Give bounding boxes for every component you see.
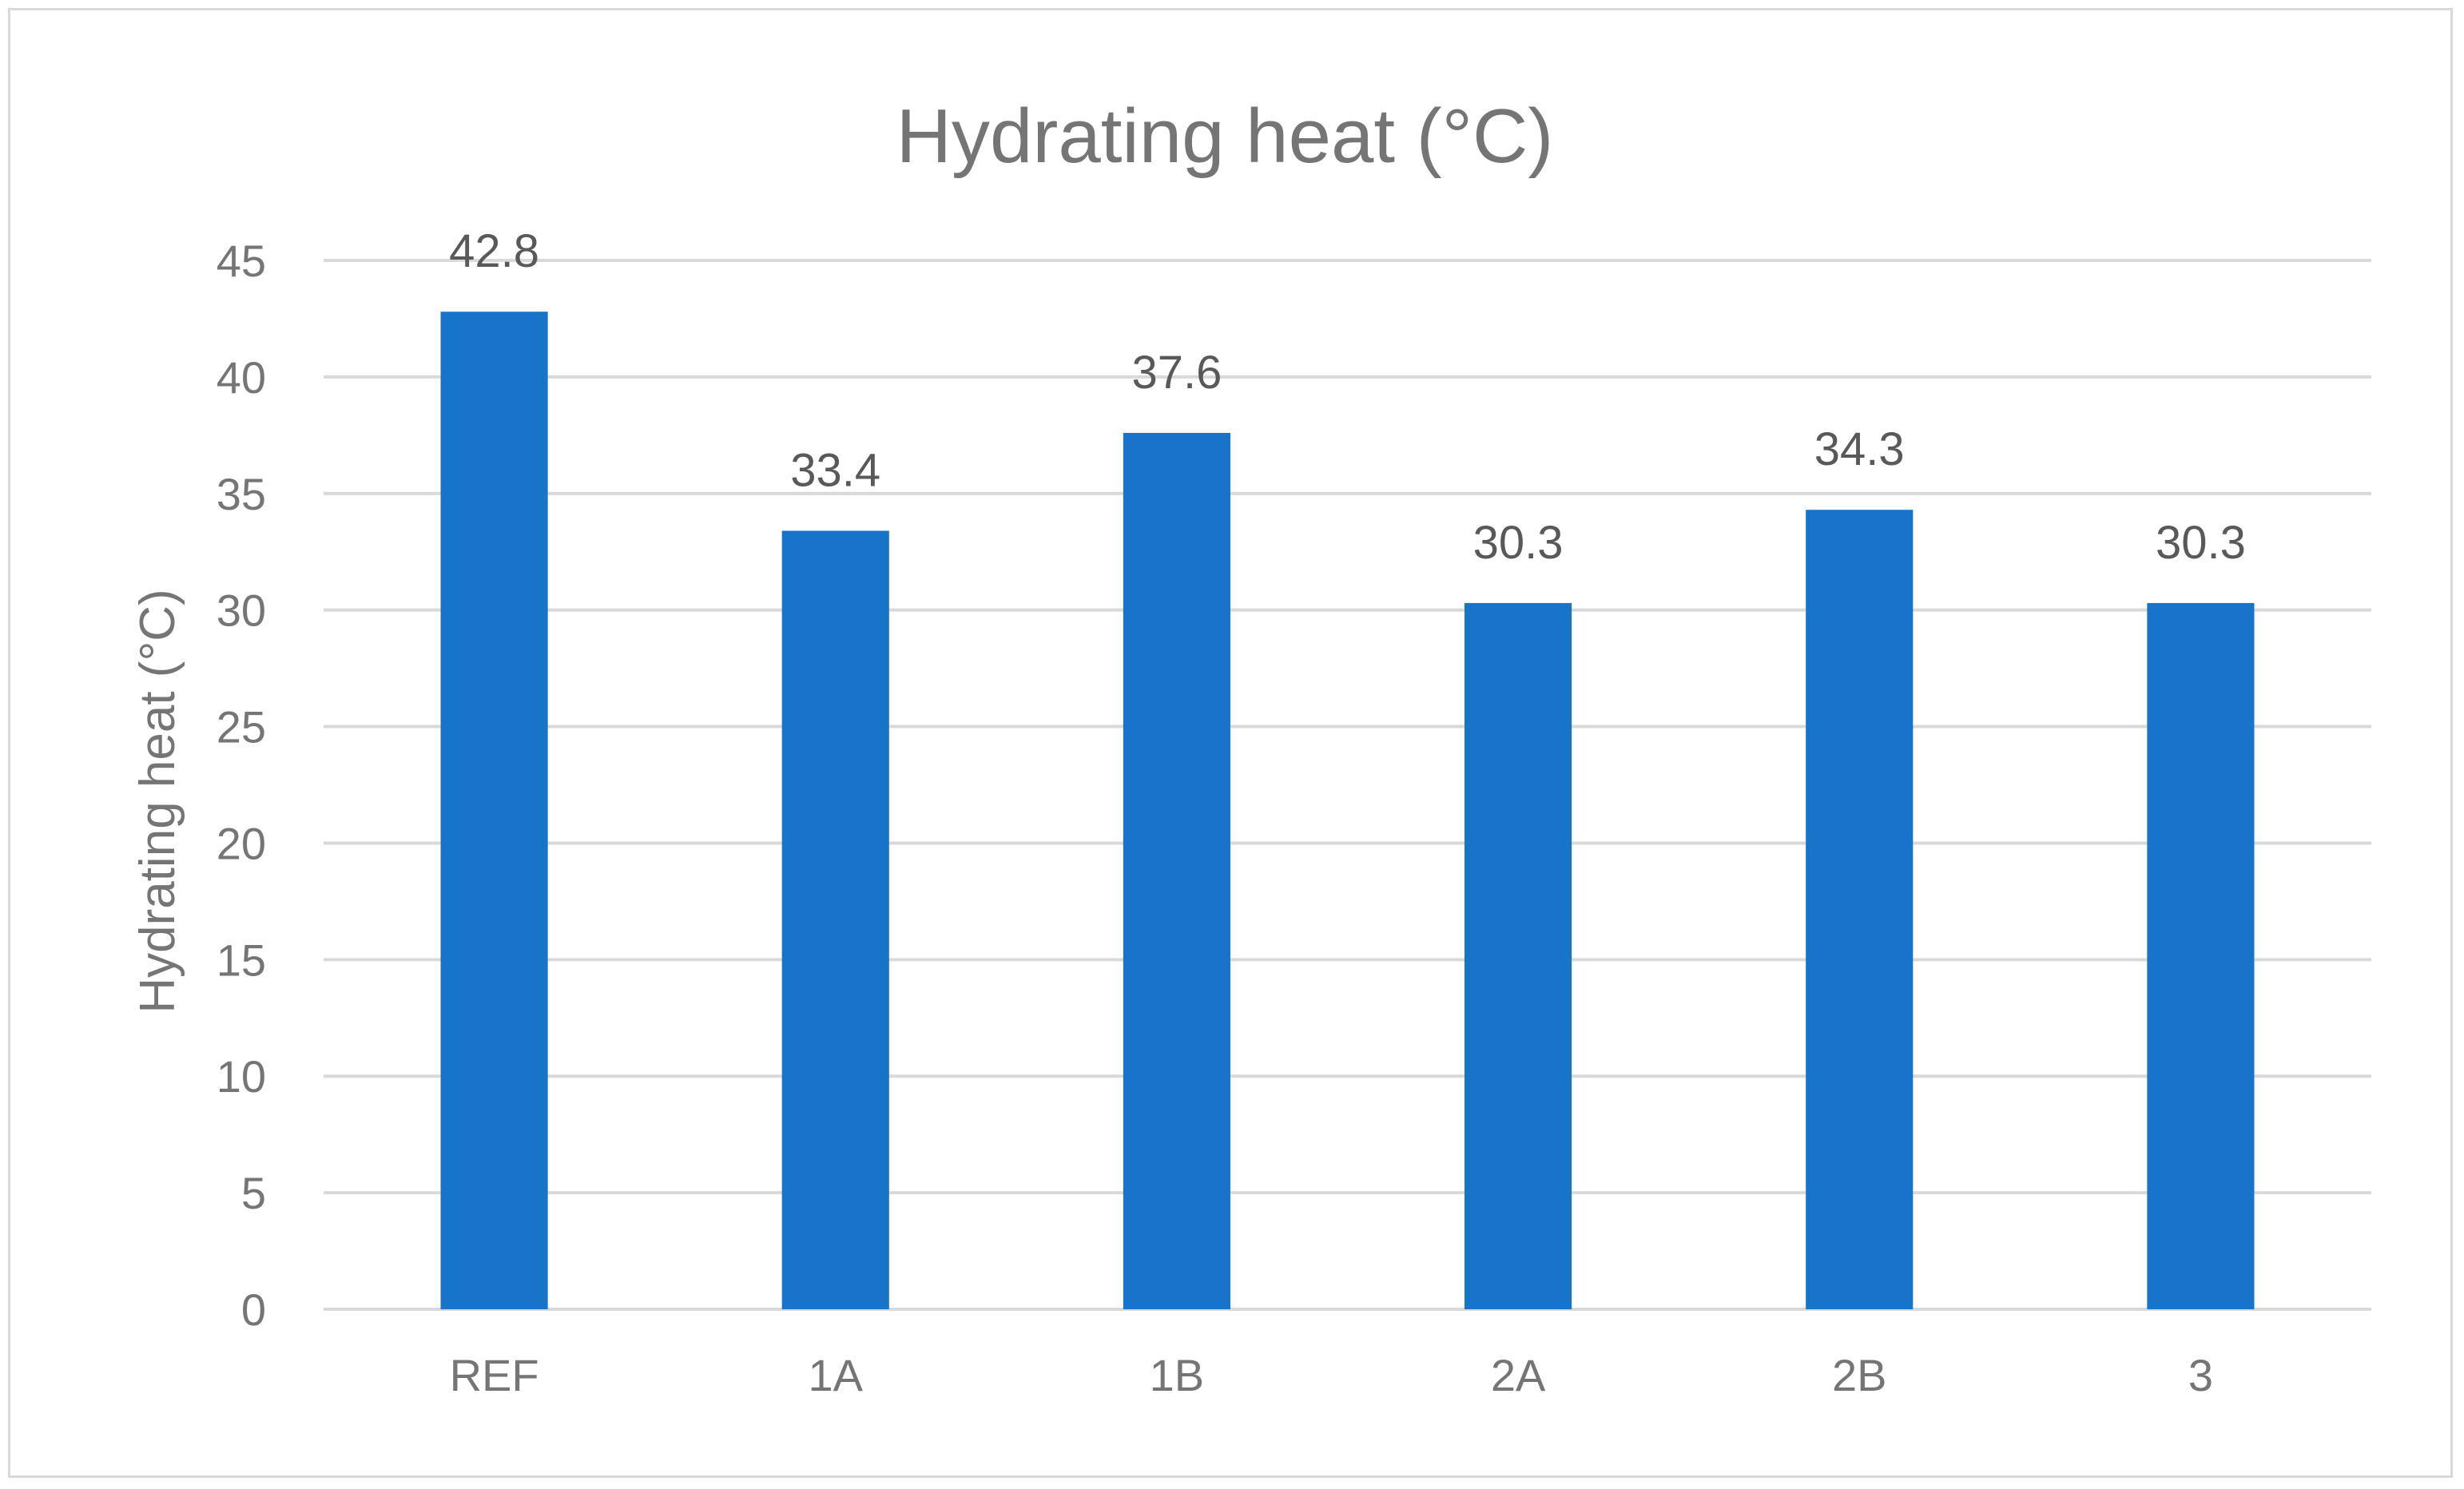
data-label-1B: 37.6 xyxy=(1131,347,1222,399)
y-tick-label-45: 45 xyxy=(217,236,266,286)
data-label-1A: 33.4 xyxy=(790,444,880,496)
bar-2A xyxy=(1464,602,1572,1309)
y-tick-label-10: 10 xyxy=(217,1051,266,1102)
bars xyxy=(440,312,2255,1309)
bar-3 xyxy=(2147,602,2255,1309)
y-tick-label-30: 30 xyxy=(217,586,266,636)
chart-title: Hydrating heat (°C) xyxy=(896,93,1554,179)
x-axis-ticks: REF 1A 1B 2A 2B 3 xyxy=(450,1350,2213,1400)
y-tick-label-5: 5 xyxy=(241,1168,266,1218)
bar-1A xyxy=(781,530,889,1309)
y-tick-label-35: 35 xyxy=(217,469,266,519)
data-labels: 42.8 33.4 37.6 30.3 34.3 30.3 xyxy=(449,225,2246,569)
y-tick-label-20: 20 xyxy=(217,818,266,868)
y-tick-label-25: 25 xyxy=(217,702,266,752)
bar-1B xyxy=(1123,432,1230,1309)
bar-2B xyxy=(1806,510,1914,1309)
x-tick-label-1A: 1A xyxy=(809,1350,864,1400)
x-tick-label-2B: 2B xyxy=(1832,1350,1887,1400)
chart-frame: Hydrating heat (°C) Hydrating heat (°C) … xyxy=(8,8,2453,1478)
y-axis-ticks: 0 5 10 15 20 25 30 35 40 45 xyxy=(217,236,266,1335)
data-label-2B: 34.3 xyxy=(1814,423,1905,475)
x-tick-label-1B: 1B xyxy=(1150,1350,1205,1400)
bar-chart: Hydrating heat (°C) Hydrating heat (°C) … xyxy=(130,93,2371,1400)
bar-REF xyxy=(440,312,548,1309)
x-tick-label-3: 3 xyxy=(2188,1350,2213,1400)
data-label-2A: 30.3 xyxy=(1473,517,1564,569)
x-tick-label-2A: 2A xyxy=(1491,1350,1546,1400)
y-tick-label-40: 40 xyxy=(217,352,266,403)
data-label-REF: 42.8 xyxy=(449,225,539,277)
gridlines xyxy=(324,259,2371,1311)
y-axis-label: Hydrating heat (°C) xyxy=(130,589,185,1013)
data-label-3: 30.3 xyxy=(2156,517,2246,569)
y-tick-label-15: 15 xyxy=(217,935,266,985)
y-tick-label-0: 0 xyxy=(241,1285,266,1335)
x-tick-label-REF: REF xyxy=(450,1350,539,1400)
